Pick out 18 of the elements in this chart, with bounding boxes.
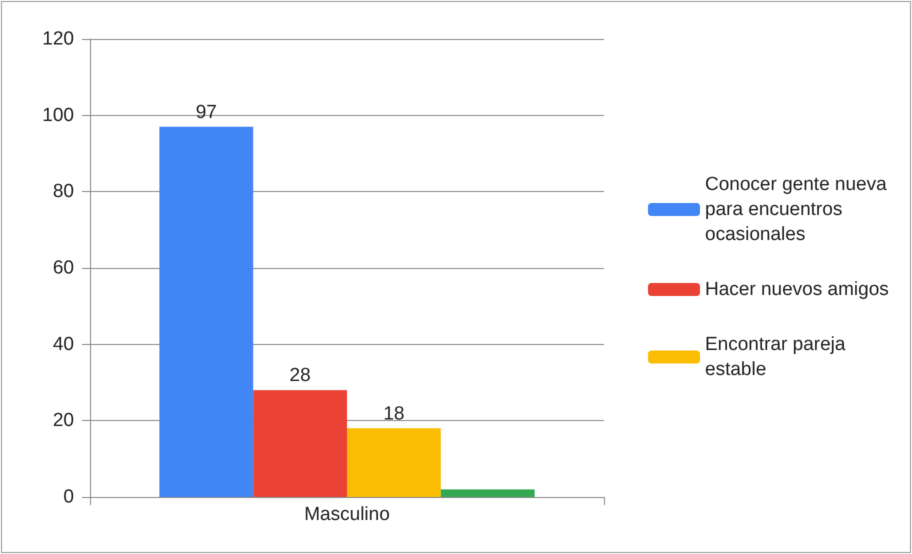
- legend-label: Hacer nuevos amigos: [705, 279, 889, 300]
- y-tick-label: 40: [52, 334, 74, 355]
- data-label: 97: [196, 102, 217, 123]
- y-tick-label: 0: [63, 486, 74, 508]
- legend-label: Encontrar pareja estable: [705, 334, 851, 380]
- data-label: 28: [290, 365, 311, 386]
- bar: [440, 489, 535, 497]
- bar: [159, 126, 254, 497]
- y-tick-label: 100: [42, 104, 74, 126]
- y-tick-label: 80: [52, 181, 74, 202]
- x-tick-label: Masculino: [304, 504, 390, 525]
- bar: [347, 428, 441, 497]
- legend-label: Conocer gente nueva para encuentros ocasionales: [705, 174, 892, 245]
- data-label: 18: [383, 403, 404, 424]
- y-tick-label: 120: [42, 28, 74, 50]
- bar: [253, 390, 347, 497]
- y-tick-label: 60: [52, 258, 74, 278]
- y-tick-label: 20: [52, 410, 74, 432]
